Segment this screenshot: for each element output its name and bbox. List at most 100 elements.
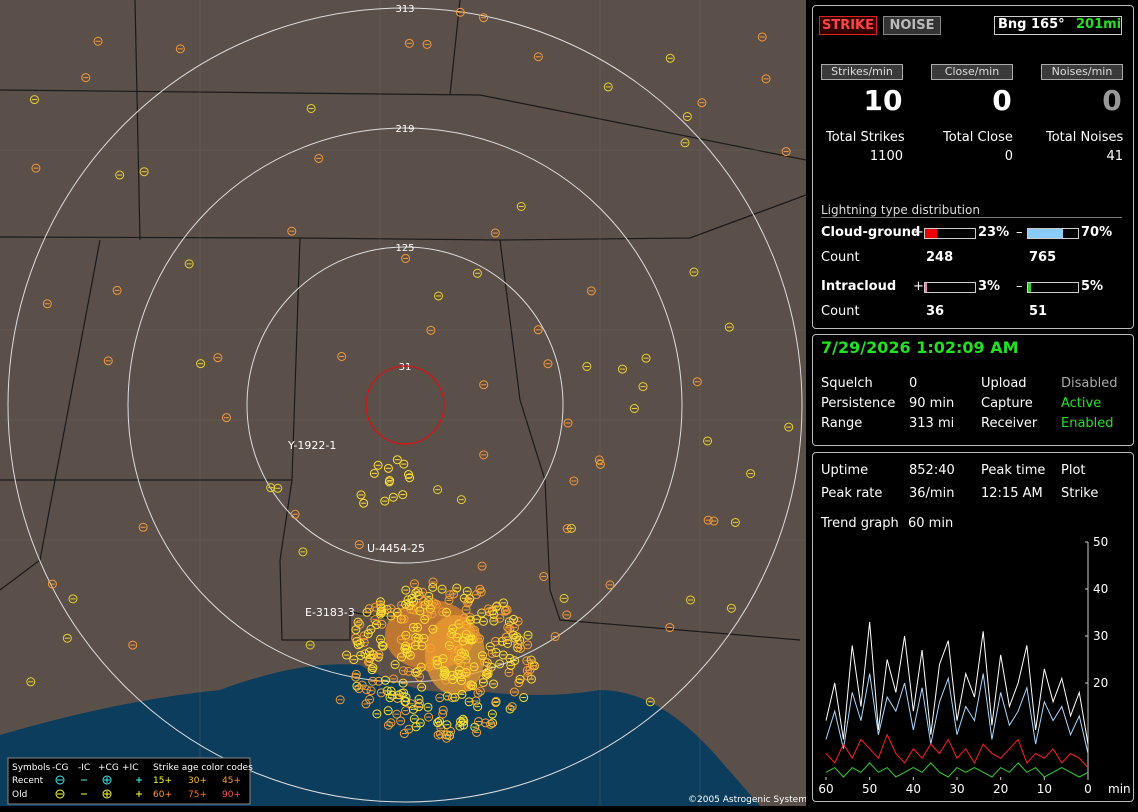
strike-symbol bbox=[488, 718, 498, 728]
strike-symbol bbox=[398, 678, 408, 688]
strike-symbol bbox=[559, 593, 569, 603]
strike-symbol bbox=[603, 82, 613, 92]
strike-symbol bbox=[569, 476, 579, 486]
strike-symbol bbox=[394, 690, 404, 700]
strike-symbol bbox=[428, 624, 438, 634]
strike-symbol bbox=[475, 686, 485, 696]
strike-symbol bbox=[442, 720, 452, 730]
strike-symbol bbox=[489, 679, 499, 689]
status-text: Upload bbox=[981, 376, 1027, 391]
strike-symbol bbox=[414, 694, 424, 704]
strike-symbol bbox=[368, 676, 378, 686]
strike-symbol bbox=[473, 702, 483, 712]
strike-symbol bbox=[398, 490, 408, 500]
legend-text: -CG bbox=[52, 763, 69, 773]
distribution-title: Lightning type distribution bbox=[821, 203, 980, 217]
strike-symbol bbox=[477, 561, 487, 571]
strike-symbol bbox=[392, 709, 402, 719]
strike-symbol bbox=[519, 693, 529, 703]
rate-value: 0 bbox=[1102, 84, 1122, 117]
strike-symbol bbox=[463, 662, 473, 672]
strike-symbol bbox=[582, 361, 592, 371]
strike-button[interactable]: STRIKE bbox=[819, 16, 877, 35]
strike-symbol bbox=[464, 697, 474, 707]
strike-symbol bbox=[784, 422, 794, 432]
strike-symbol bbox=[81, 73, 91, 83]
strike-symbol bbox=[456, 676, 466, 686]
copyright: ©2005 Astrogenic Systems bbox=[688, 795, 806, 805]
count: 36 bbox=[926, 304, 945, 319]
x-tick-label: 60 bbox=[818, 782, 833, 796]
strike-symbol bbox=[266, 483, 276, 493]
percent-fill bbox=[925, 229, 937, 238]
stat-text: Peak time bbox=[981, 463, 1046, 478]
strike-symbol bbox=[405, 650, 415, 660]
status-text: Active bbox=[1061, 396, 1102, 411]
legend: Symbols -CG -IC +CG +IC Strike age color… bbox=[7, 757, 253, 805]
strike-symbol bbox=[415, 718, 425, 728]
strike-symbol bbox=[452, 632, 462, 642]
strike-symbol bbox=[505, 653, 515, 663]
strike-symbol bbox=[426, 643, 436, 653]
bearing-box bbox=[994, 16, 1122, 35]
x-tick-label: 30 bbox=[949, 782, 964, 796]
strike-symbol bbox=[380, 675, 390, 685]
strike-symbol bbox=[504, 667, 514, 677]
percent-fill bbox=[1028, 283, 1031, 292]
strike-symbol bbox=[665, 623, 675, 633]
strike-symbol bbox=[505, 704, 515, 714]
strike-symbol bbox=[533, 52, 543, 62]
strike-symbol bbox=[68, 594, 78, 604]
strike-symbol bbox=[433, 291, 443, 301]
strike-symbol bbox=[390, 660, 400, 670]
trend-label: Trend graph bbox=[821, 516, 899, 531]
strike-symbol bbox=[523, 630, 533, 640]
strike-symbol bbox=[506, 660, 516, 670]
strike-symbol bbox=[516, 201, 526, 211]
strike-symbol bbox=[472, 268, 482, 278]
strike-symbol bbox=[361, 699, 371, 709]
strike-symbol bbox=[638, 382, 648, 392]
strike-symbol bbox=[383, 706, 393, 716]
strike-symbol bbox=[363, 629, 373, 639]
x-tick-label: 10 bbox=[1037, 782, 1052, 796]
count: 765 bbox=[1029, 250, 1057, 265]
strike-symbol bbox=[359, 498, 369, 508]
total-label: Total Close bbox=[943, 130, 1013, 145]
strike-symbol bbox=[196, 359, 206, 369]
x-tick-label: 50 bbox=[862, 782, 877, 796]
strike-symbol bbox=[427, 609, 437, 619]
strike-symbol bbox=[445, 590, 455, 600]
strike-symbol bbox=[452, 583, 462, 593]
strike-symbol bbox=[47, 579, 57, 589]
strike-symbol bbox=[454, 665, 464, 675]
strike-symbol bbox=[486, 719, 496, 729]
sign: – bbox=[1016, 279, 1023, 294]
strike-symbol bbox=[490, 228, 500, 238]
strike-symbol bbox=[399, 459, 409, 469]
strike-symbol bbox=[724, 322, 734, 332]
strike-symbol bbox=[483, 669, 493, 679]
strike-symbol bbox=[516, 643, 526, 653]
sign: – bbox=[1016, 225, 1023, 240]
strike-symbol bbox=[479, 657, 489, 667]
strike-symbol bbox=[396, 716, 406, 726]
strike-symbol bbox=[491, 636, 501, 646]
strike-symbol bbox=[410, 640, 420, 650]
strike-symbol bbox=[384, 477, 394, 487]
strike-symbol bbox=[366, 686, 376, 696]
strike-symbol bbox=[495, 659, 505, 669]
strike-symbol bbox=[629, 403, 639, 413]
strike-symbol bbox=[439, 665, 449, 675]
strike-symbol bbox=[413, 586, 423, 596]
x-unit: min bbox=[1108, 782, 1131, 796]
rate-label: Strikes/min bbox=[821, 64, 903, 80]
strike-symbol bbox=[617, 364, 627, 374]
strike-symbol bbox=[483, 604, 493, 614]
strike-symbol bbox=[495, 613, 505, 623]
noise-button[interactable]: NOISE bbox=[883, 16, 941, 35]
strike-symbol bbox=[462, 620, 472, 630]
datetime: 7/29/2026 1:02:09 AM bbox=[821, 338, 1019, 357]
strike-symbol bbox=[398, 666, 408, 676]
status-text: Range bbox=[821, 416, 863, 431]
